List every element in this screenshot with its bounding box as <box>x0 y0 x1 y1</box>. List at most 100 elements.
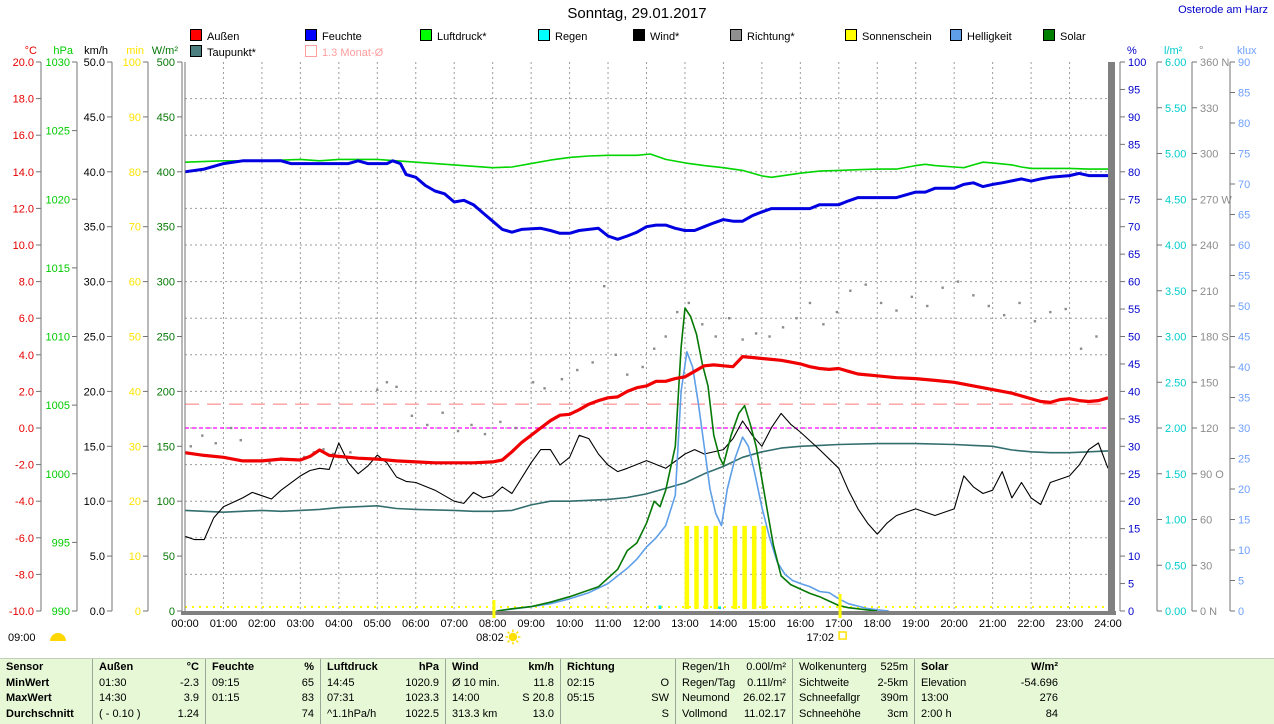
stats-cell: 01:30 -2.3 <box>99 676 199 692</box>
stats-cell-label: 14:30 <box>99 692 127 704</box>
series-dot-richtung <box>499 420 502 424</box>
stats-cell-label: Regen/Tag <box>682 676 736 689</box>
stats-cell-label: Feuchte <box>212 661 255 673</box>
stats-cell-value: 525m <box>880 661 908 673</box>
stats-col-solar: Solar W/m² Elevation -54.696 13:00 276 2:00 h 8… <box>914 659 1064 724</box>
stats-cell: 09:15 65 <box>212 676 314 692</box>
x-tick-label: 12:00 <box>633 618 661 630</box>
stats-cell-label: 02:15 <box>567 676 595 689</box>
axis-label: 2.0 <box>19 386 34 398</box>
x-tick-label: 17:00 <box>825 618 853 630</box>
stats-cell-label: ( - 0.10 ) <box>99 707 141 720</box>
axis-label: 70 <box>1128 222 1140 234</box>
stats-cell-label: Sichtweite <box>799 676 850 689</box>
axis-label: 30 <box>1128 441 1140 453</box>
legend-swatch-luftdruck <box>420 29 432 41</box>
series-dot-richtung <box>268 461 271 465</box>
axis-label: 0 <box>169 606 175 618</box>
stats-cell-value: 1020.9 <box>405 676 439 689</box>
stats-col-sensor: Sensor MinWert MaxWert Durchschnitt <box>0 659 92 724</box>
series-line-aussen <box>184 355 1109 465</box>
stats-cell: Luftdruck hPa <box>327 660 439 676</box>
stats-cell: ( - 0.10 ) 1.24 <box>99 707 199 723</box>
series-dot-richtung <box>879 301 883 305</box>
axis-label: 12.0 <box>13 203 34 215</box>
axis-label: 30 <box>129 441 141 453</box>
series-wind <box>184 412 1109 541</box>
stats-cell-value: W/m² <box>1031 661 1058 673</box>
axis-label: 50.0 <box>84 57 105 69</box>
series-dot-richtung <box>576 368 579 372</box>
series-dot-richtung <box>926 304 929 308</box>
stats-cell: Regen/1h 0.00l/m² <box>682 660 786 676</box>
x-tick-label: 16:00 <box>787 618 815 630</box>
legend-label-feuchte: Feuchte <box>322 31 362 43</box>
stats-cell-value: -2.3 <box>180 676 199 689</box>
axis-label: 35.0 <box>84 222 105 234</box>
series-bar-sonnenschein <box>751 525 757 609</box>
axis-label: 300 <box>157 277 175 289</box>
stats-cell-label: ^1.1hPa/h <box>327 707 377 720</box>
series-aussen <box>184 355 1109 465</box>
axis-label: 35 <box>1238 393 1250 405</box>
legend-row-2: Taupunkt* 1.3 Monat-Ø <box>0 45 1274 59</box>
series-dot-richtung <box>714 335 717 338</box>
stats-cell-value: 276 <box>1039 692 1058 704</box>
series-dot-richtung <box>214 442 217 445</box>
series-dot-richtung <box>331 452 335 456</box>
series-dot-richtung <box>410 414 414 417</box>
sunrise-time-label: 08:02 <box>476 632 504 644</box>
axis-label: 250 <box>157 332 175 344</box>
series-dot-richtung <box>808 301 812 305</box>
stats-cell-label: 14:00 <box>452 692 480 704</box>
axis-label: 15 <box>1238 515 1250 527</box>
series-line-luftdruck <box>184 153 1108 179</box>
x-tick-label: 02:00 <box>248 618 276 630</box>
axis-label: 45.0 <box>84 112 105 124</box>
stats-cell-label: Außen <box>99 661 134 673</box>
axis-label: 10.0 <box>84 496 105 508</box>
series-dot-richtung <box>322 448 325 451</box>
legend-swatch-sonnenschein <box>845 29 857 41</box>
stats-cell-value: 84 <box>1045 707 1058 720</box>
series-bar-sonnenschein <box>713 525 718 609</box>
x-tick-label: 18:00 <box>863 618 891 630</box>
stats-cell-value: 13.0 <box>532 707 554 720</box>
x-tick-label: 08:00 <box>479 618 507 630</box>
stats-cell: Solar W/m² <box>921 660 1058 676</box>
series-dot-richtung <box>626 373 629 376</box>
axis-label: 330 <box>1200 103 1218 115</box>
stats-cell-value: 1022.5 <box>405 707 439 720</box>
series-dot-richtung <box>941 286 944 289</box>
legend-label-aussen: Außen <box>207 31 240 43</box>
legend-item-taupunkt: Taupunkt* <box>190 45 256 59</box>
axis-label: 10 <box>129 551 141 563</box>
legend-swatch-taupunkt <box>190 45 202 57</box>
legend-item-regen: Regen <box>538 29 587 43</box>
legend-swatch-richtung <box>730 29 742 41</box>
series-dot-richtung <box>229 426 233 430</box>
series-helligkeit <box>496 350 889 612</box>
stats-cell: 07:31 1023.3 <box>327 691 439 707</box>
series-dot-richtung <box>456 429 460 433</box>
stats-col-richtung: Richtung 02:15 O 05:15 SW S <box>560 659 675 724</box>
axis-label: 0.0 <box>19 423 34 435</box>
axis-label: 150 <box>1200 377 1218 389</box>
axis-label: 100 <box>1128 57 1146 69</box>
x-tick-label: 13:00 <box>671 618 699 630</box>
x-tick-label: 07:00 <box>440 618 468 630</box>
stats-cell-label: Schneehöhe <box>799 707 861 720</box>
axis-label: 40 <box>129 386 141 398</box>
stats-cell-value: 65 <box>301 676 314 689</box>
legend-label-sonnenschein: Sonnenschein <box>862 31 932 43</box>
axis-label: 990 <box>52 606 70 618</box>
series-dot-richtung <box>864 283 867 286</box>
legend-item-sonnenschein: Sonnenschein <box>845 29 932 43</box>
axis-label: 150 <box>157 441 175 453</box>
series-dot-richtung <box>239 439 242 442</box>
axis-label: 3.50 <box>1165 286 1186 298</box>
legend-item-richtung: Richtung* <box>730 29 795 43</box>
axis-label: 60 <box>129 277 141 289</box>
x-tick-label: 21:00 <box>979 618 1007 630</box>
series-dot-richtung <box>1095 335 1098 338</box>
